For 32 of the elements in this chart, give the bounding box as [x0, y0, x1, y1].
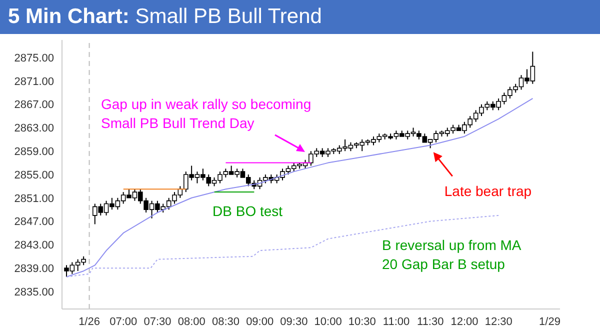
y-tick-label: 2863.00: [14, 122, 54, 135]
y-tick-label: 2851.00: [14, 192, 54, 205]
x-tick-label: 12:30: [484, 316, 512, 328]
y-tick-label: 2839.00: [14, 262, 54, 275]
annotation: Gap up in weak rally so becoming Small PB Bull Trend Day: [101, 96, 312, 131]
annotation: DB BO test: [212, 203, 283, 220]
chart-subtitle: Small PB Bull Trend: [135, 5, 322, 28]
y-tick-label: 2867.00: [14, 99, 54, 112]
x-tick-label: 09:00: [246, 316, 274, 328]
x-tick-label: 08:00: [178, 316, 206, 328]
x-tick-label: 1/29: [539, 316, 560, 328]
x-tick-label: 07:30: [144, 316, 172, 328]
annotation: Late bear trap: [444, 183, 532, 200]
y-tick-label: 2859.00: [14, 146, 54, 158]
y-tick-label: 2835.00: [14, 286, 54, 298]
x-tick-label: 12:00: [450, 316, 478, 328]
annotation: B reversal up from MA 20 Gap Bar B setup: [382, 236, 522, 274]
line-series: [66, 98, 534, 278]
x-tick-label: 11:30: [417, 316, 444, 328]
x-tick-label: 08:30: [212, 316, 240, 328]
y-tick-label: 2847.00: [14, 216, 54, 228]
x-tick-label: 07:00: [110, 316, 138, 328]
x-tick-label: 11:00: [382, 316, 410, 328]
x-tick-label: 10:00: [314, 316, 342, 328]
x-tick-label: 10:30: [348, 316, 376, 328]
y-tick-label: 2871.00: [14, 76, 54, 88]
chart-title: 5 Min Chart:: [8, 5, 130, 28]
y-tick-label: 2855.00: [14, 169, 54, 182]
x-tick-label: 1/26: [78, 316, 100, 328]
y-tick-label: 2875.00: [14, 52, 54, 64]
y-tick-label: 2843.00: [14, 240, 54, 252]
x-tick-label: 09:30: [280, 316, 308, 328]
